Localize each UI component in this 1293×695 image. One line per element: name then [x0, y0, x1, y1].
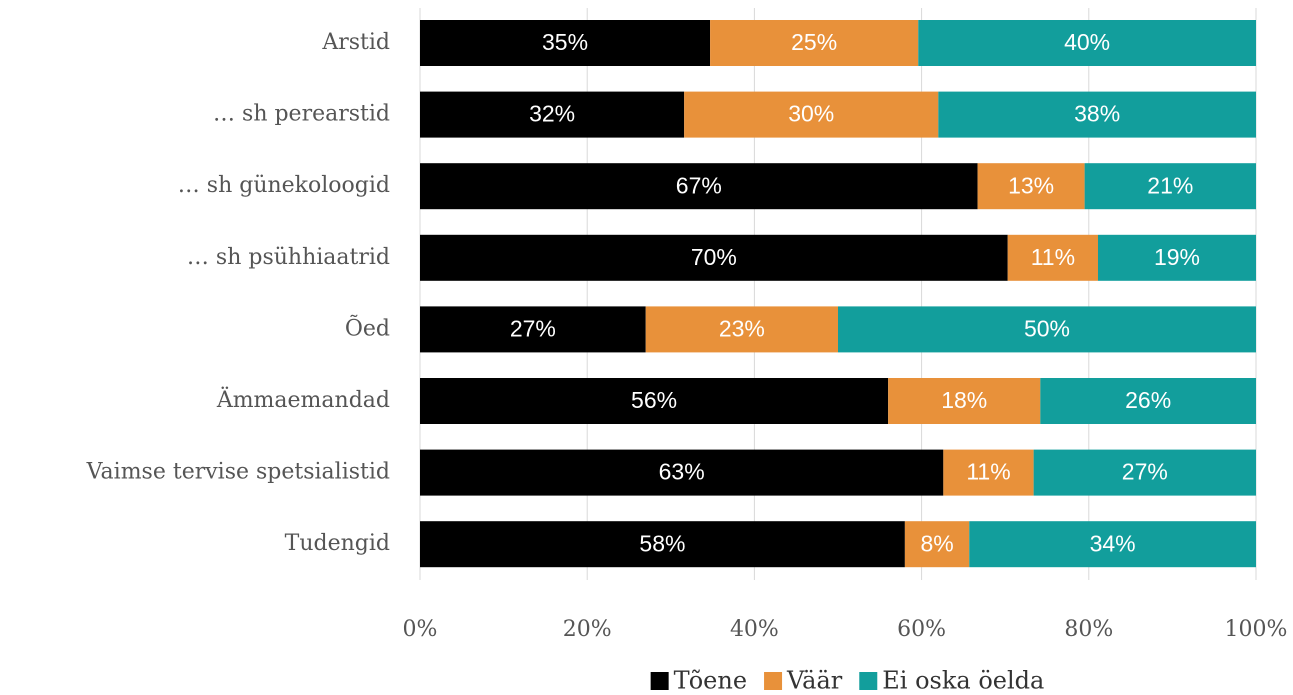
x-tick-label: 20%	[563, 617, 612, 642]
bar-segment	[918, 20, 1256, 66]
bar-segment	[645, 306, 838, 353]
x-tick-label: 80%	[1064, 617, 1113, 642]
data-label: 13%	[1008, 172, 1054, 198]
x-tick-label: 100%	[1225, 617, 1288, 642]
legend-swatch	[859, 672, 878, 690]
bar-segment	[420, 163, 978, 210]
y-tick-label: … sh perearstid	[213, 102, 390, 127]
bar-segment	[977, 163, 1085, 210]
bar-segment	[838, 306, 1256, 353]
data-label: 50%	[1024, 315, 1070, 341]
bar-segment	[938, 91, 1256, 138]
data-label: 67%	[676, 172, 722, 198]
bar-segment	[943, 449, 1034, 496]
legend-label: Tõene	[674, 667, 747, 695]
x-tick-label: 0%	[403, 617, 438, 642]
bar-segment	[1040, 378, 1256, 424]
data-label: 34%	[1090, 530, 1136, 556]
legend-swatch	[764, 672, 783, 690]
legend-label: Väär	[786, 667, 843, 695]
y-tick-label: Arstid	[321, 30, 390, 55]
data-label: 18%	[941, 387, 987, 413]
bar-segment	[969, 521, 1256, 568]
bar-segment	[420, 378, 889, 424]
data-label: 8%	[920, 530, 953, 556]
bar-segment	[420, 449, 944, 496]
y-tick-label: Õed	[345, 313, 390, 341]
data-label: 11%	[966, 459, 1010, 485]
data-label: 11%	[1031, 244, 1075, 270]
legend-swatch	[650, 672, 669, 690]
bar-segment	[904, 521, 970, 568]
data-label: 27%	[510, 315, 556, 341]
data-label: 63%	[659, 459, 705, 485]
x-tick-label: 60%	[897, 617, 946, 642]
bar-segment	[1007, 234, 1098, 281]
data-label: 40%	[1064, 29, 1110, 55]
data-label: 30%	[788, 101, 834, 127]
data-label: 56%	[631, 387, 677, 413]
data-label: 19%	[1154, 244, 1200, 270]
bar-segment	[684, 91, 939, 138]
bar-segment	[1097, 234, 1256, 281]
data-label: 58%	[639, 530, 685, 556]
y-tick-label: Vaimse tervise spetsialistid	[86, 460, 390, 485]
data-label: 70%	[691, 244, 737, 270]
data-label: 35%	[542, 29, 588, 55]
bar-segment	[420, 91, 685, 138]
x-tick-label: 40%	[730, 617, 779, 642]
y-tick-label: … sh günekoloogid	[178, 173, 390, 198]
y-tick-label: Ämmaemandad	[216, 386, 390, 413]
bar-segment	[1033, 449, 1256, 496]
data-label: 32%	[529, 101, 575, 127]
y-tick-label: Tudengid	[285, 531, 390, 556]
data-label: 25%	[791, 29, 837, 55]
data-label: 23%	[719, 315, 765, 341]
y-tick-label: … sh psühhiaatrid	[187, 245, 390, 270]
data-label: 21%	[1147, 172, 1193, 198]
bar-segment	[420, 521, 905, 568]
bar-segment	[710, 20, 919, 66]
data-label: 27%	[1122, 459, 1168, 485]
bar-segment	[420, 20, 711, 66]
bar-segment	[888, 378, 1041, 424]
bar-segment	[1084, 163, 1256, 210]
data-label: 26%	[1125, 387, 1171, 413]
bar-segment	[420, 306, 646, 353]
data-label: 38%	[1074, 101, 1120, 127]
bar-segment	[420, 234, 1008, 281]
legend-label: Ei oska öelda	[882, 667, 1044, 695]
